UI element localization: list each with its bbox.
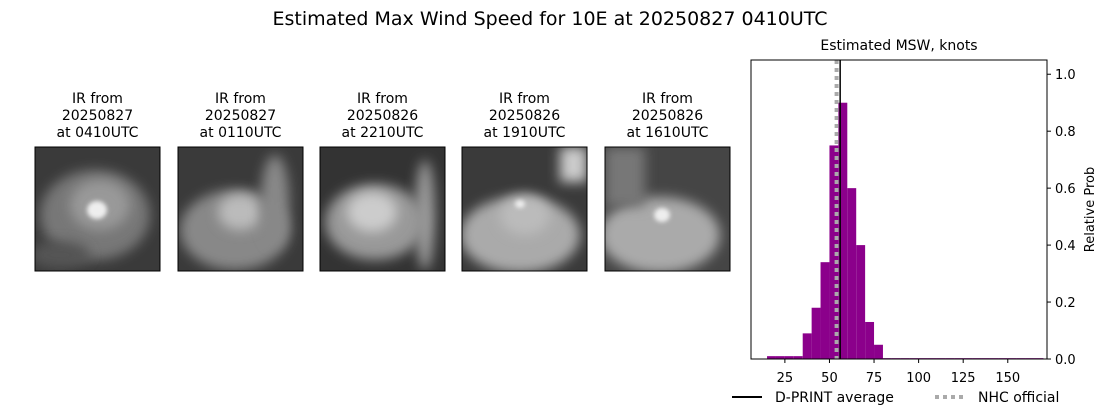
panel-label: at 0110UTC bbox=[200, 125, 282, 141]
x-tick-label: 50 bbox=[821, 371, 838, 386]
bar bbox=[811, 307, 821, 359]
panel-label: at 0410UTC bbox=[57, 125, 139, 141]
bar bbox=[802, 333, 812, 359]
x-tick-label: 100 bbox=[906, 371, 931, 386]
ir-image bbox=[605, 147, 730, 271]
panel-label: 20250826 bbox=[489, 108, 560, 124]
x-tick-label: 150 bbox=[995, 371, 1020, 386]
plot-frame bbox=[750, 59, 1048, 360]
panel-label: IR from bbox=[357, 91, 408, 107]
bar bbox=[820, 262, 830, 359]
legend-label: D-PRINT average bbox=[775, 390, 894, 406]
panel-label: 20250826 bbox=[632, 108, 703, 124]
bar bbox=[865, 321, 875, 359]
panel-label: 20250827 bbox=[205, 108, 276, 124]
image-frame bbox=[604, 146, 731, 272]
panel-label: 20250826 bbox=[347, 108, 418, 124]
x-tick-label: 125 bbox=[951, 371, 976, 386]
y-tick-label: 0.0 bbox=[1055, 353, 1076, 368]
y-tick-label: 1.0 bbox=[1055, 68, 1076, 83]
bar bbox=[874, 344, 883, 359]
bar bbox=[767, 356, 776, 359]
y-tick-label: 0.6 bbox=[1055, 182, 1076, 197]
bar bbox=[829, 145, 839, 359]
image-frame bbox=[319, 146, 446, 272]
panel-label: IR from bbox=[499, 91, 550, 107]
bar bbox=[847, 188, 857, 359]
x-tick-label: 75 bbox=[866, 371, 883, 386]
panel-label: at 1910UTC bbox=[484, 125, 566, 141]
panel-label: IR from bbox=[642, 91, 693, 107]
ir-image bbox=[462, 147, 587, 271]
panel-label: 20250827 bbox=[62, 108, 133, 124]
ir-image bbox=[178, 147, 303, 271]
ir-image bbox=[320, 147, 445, 271]
ir-image bbox=[35, 147, 160, 271]
bar bbox=[784, 356, 794, 359]
y-axis-label: Relative Prob bbox=[1083, 167, 1098, 252]
image-frame bbox=[34, 146, 161, 272]
bar bbox=[856, 245, 866, 359]
bar bbox=[793, 356, 803, 359]
y-tick-label: 0.2 bbox=[1055, 296, 1076, 311]
y-tick-label: 0.4 bbox=[1055, 239, 1076, 254]
bar bbox=[775, 356, 785, 359]
panel-label: IR from bbox=[215, 91, 266, 107]
chart-title: Estimated MSW, knots bbox=[820, 38, 977, 54]
image-frame bbox=[461, 146, 588, 272]
page-title: Estimated Max Wind Speed for 10E at 2025… bbox=[272, 8, 827, 30]
panel-label: IR from bbox=[72, 91, 123, 107]
panel-label: at 1610UTC bbox=[627, 125, 709, 141]
panel-label: at 2210UTC bbox=[342, 125, 424, 141]
y-tick-label: 0.8 bbox=[1055, 125, 1076, 140]
x-tick-label: 25 bbox=[777, 371, 794, 386]
bar bbox=[838, 102, 848, 359]
legend-label: NHC official bbox=[978, 390, 1059, 406]
image-frame bbox=[177, 146, 304, 272]
